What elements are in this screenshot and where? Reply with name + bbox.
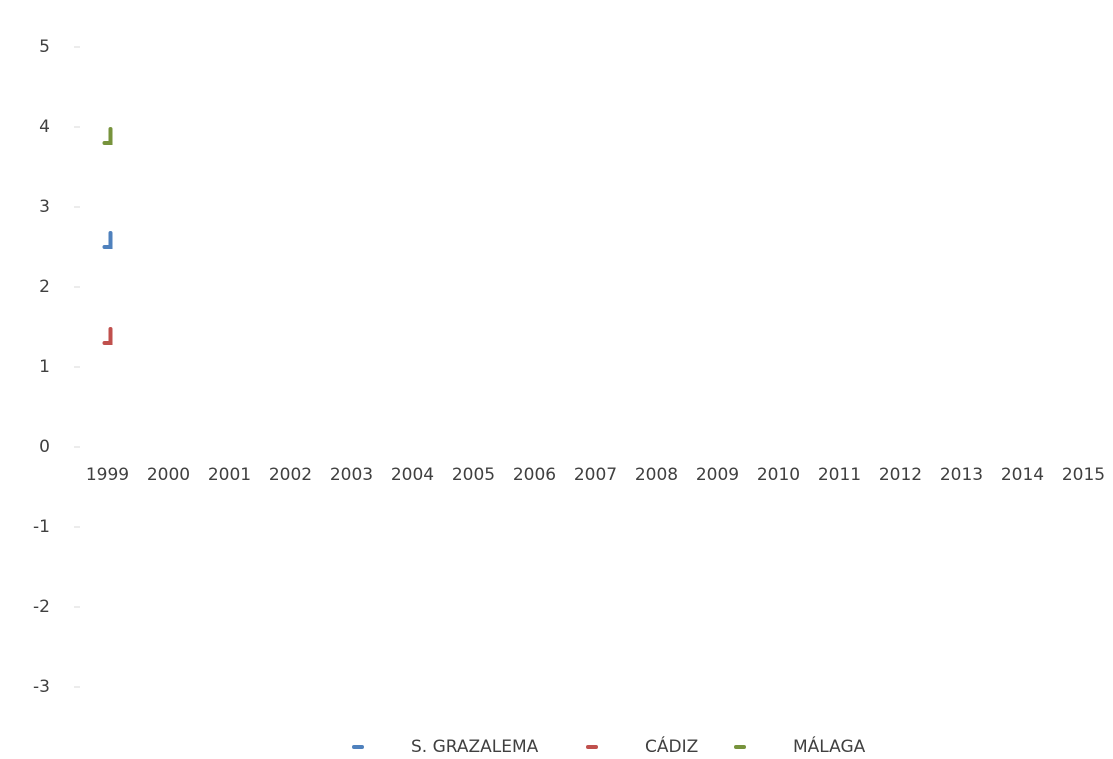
- y-tick-label: 4: [39, 117, 50, 137]
- x-tick-label: 2008: [635, 465, 678, 485]
- legend-label: S. GRAZALEMA: [411, 737, 539, 757]
- y-tick-label: -2: [33, 597, 50, 617]
- y-tick-label: 3: [39, 197, 50, 217]
- y-tick-label: 2: [39, 277, 50, 297]
- marker: [102, 231, 113, 249]
- x-tick-label: 2004: [391, 465, 434, 485]
- x-tick-label: 2014: [1001, 465, 1044, 485]
- legend-label: MÁLAGA: [793, 735, 866, 757]
- x-tick-label: 2001: [208, 465, 251, 485]
- x-tick-label: 2013: [940, 465, 983, 485]
- x-tick-label: 2002: [269, 465, 312, 485]
- y-tick-label: -3: [33, 677, 50, 697]
- x-tick-label: 2010: [757, 465, 800, 485]
- x-tick-label: 2011: [818, 465, 861, 485]
- x-tick-label: 1999: [86, 465, 129, 485]
- y-tick-label: 5: [39, 37, 50, 57]
- marker: [102, 327, 113, 345]
- y-tick-label: 0: [39, 437, 50, 457]
- x-tick-label: 2007: [574, 465, 617, 485]
- x-tick-label: 2006: [513, 465, 556, 485]
- x-tick-label: 2015: [1062, 465, 1105, 485]
- y-tick-label: -1: [33, 517, 50, 537]
- x-tick-label: 2005: [452, 465, 495, 485]
- x-tick-label: 2012: [879, 465, 922, 485]
- legend-label: CÁDIZ: [645, 735, 698, 757]
- x-tick-label: 2009: [696, 465, 739, 485]
- marker: [102, 127, 113, 145]
- x-tick-label: 2003: [330, 465, 373, 485]
- x-tick-label: 2000: [147, 465, 190, 485]
- y-tick-label: 1: [39, 357, 50, 377]
